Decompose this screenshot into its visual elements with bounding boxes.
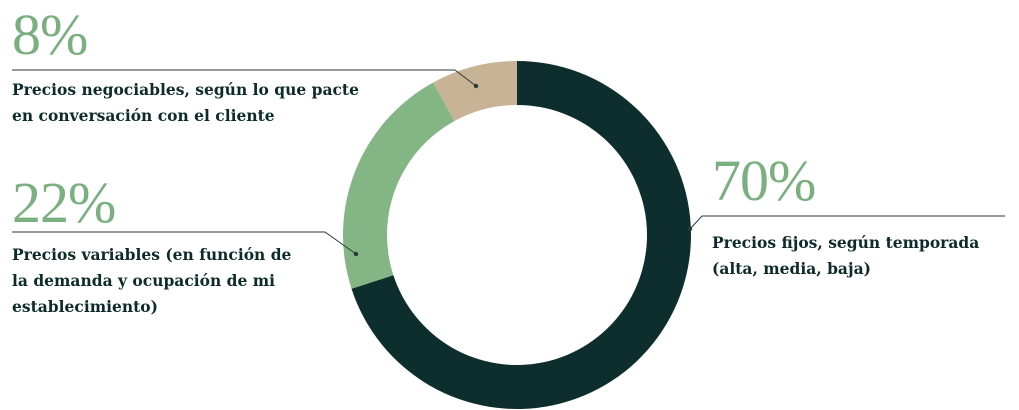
slice-label-negotiable-line-2: en conversación con el cliente xyxy=(12,106,275,125)
slice-label-variable-line-1: Precios variables (en función de xyxy=(12,245,292,264)
slice-percent-negotiable: 8% xyxy=(12,2,88,67)
leader-line-variable-dot xyxy=(353,251,359,257)
leader-line-fixed xyxy=(689,215,1005,230)
slice-label-variable: Precios variables (en función de la dema… xyxy=(12,242,291,320)
donut-slice-negotiable xyxy=(433,61,517,122)
leader-line-negotiable xyxy=(12,69,477,87)
slice-label-fixed-line-1: Precios fijos, según temporada xyxy=(712,233,980,252)
slice-label-fixed-line-2: (alta, media, baja) xyxy=(712,259,871,278)
slice-percent-fixed: 70% xyxy=(712,148,816,213)
slice-label-fixed: Precios fijos, según temporada (alta, me… xyxy=(712,230,979,282)
leader-line-fixed-dot xyxy=(687,226,693,232)
slice-label-negotiable: Precios negociables, según lo que pacte … xyxy=(12,77,359,129)
slice-label-negotiable-line-1: Precios negociables, según lo que pacte xyxy=(12,80,359,99)
slice-label-variable-line-3: establecimiento) xyxy=(12,297,158,316)
slice-percent-variable: 22% xyxy=(12,170,116,235)
slice-label-variable-line-2: la demanda y ocupación de mi xyxy=(12,271,276,290)
leader-line-variable xyxy=(12,231,357,255)
leader-line-negotiable-dot xyxy=(473,83,479,89)
donut-slice-variable xyxy=(342,82,455,289)
